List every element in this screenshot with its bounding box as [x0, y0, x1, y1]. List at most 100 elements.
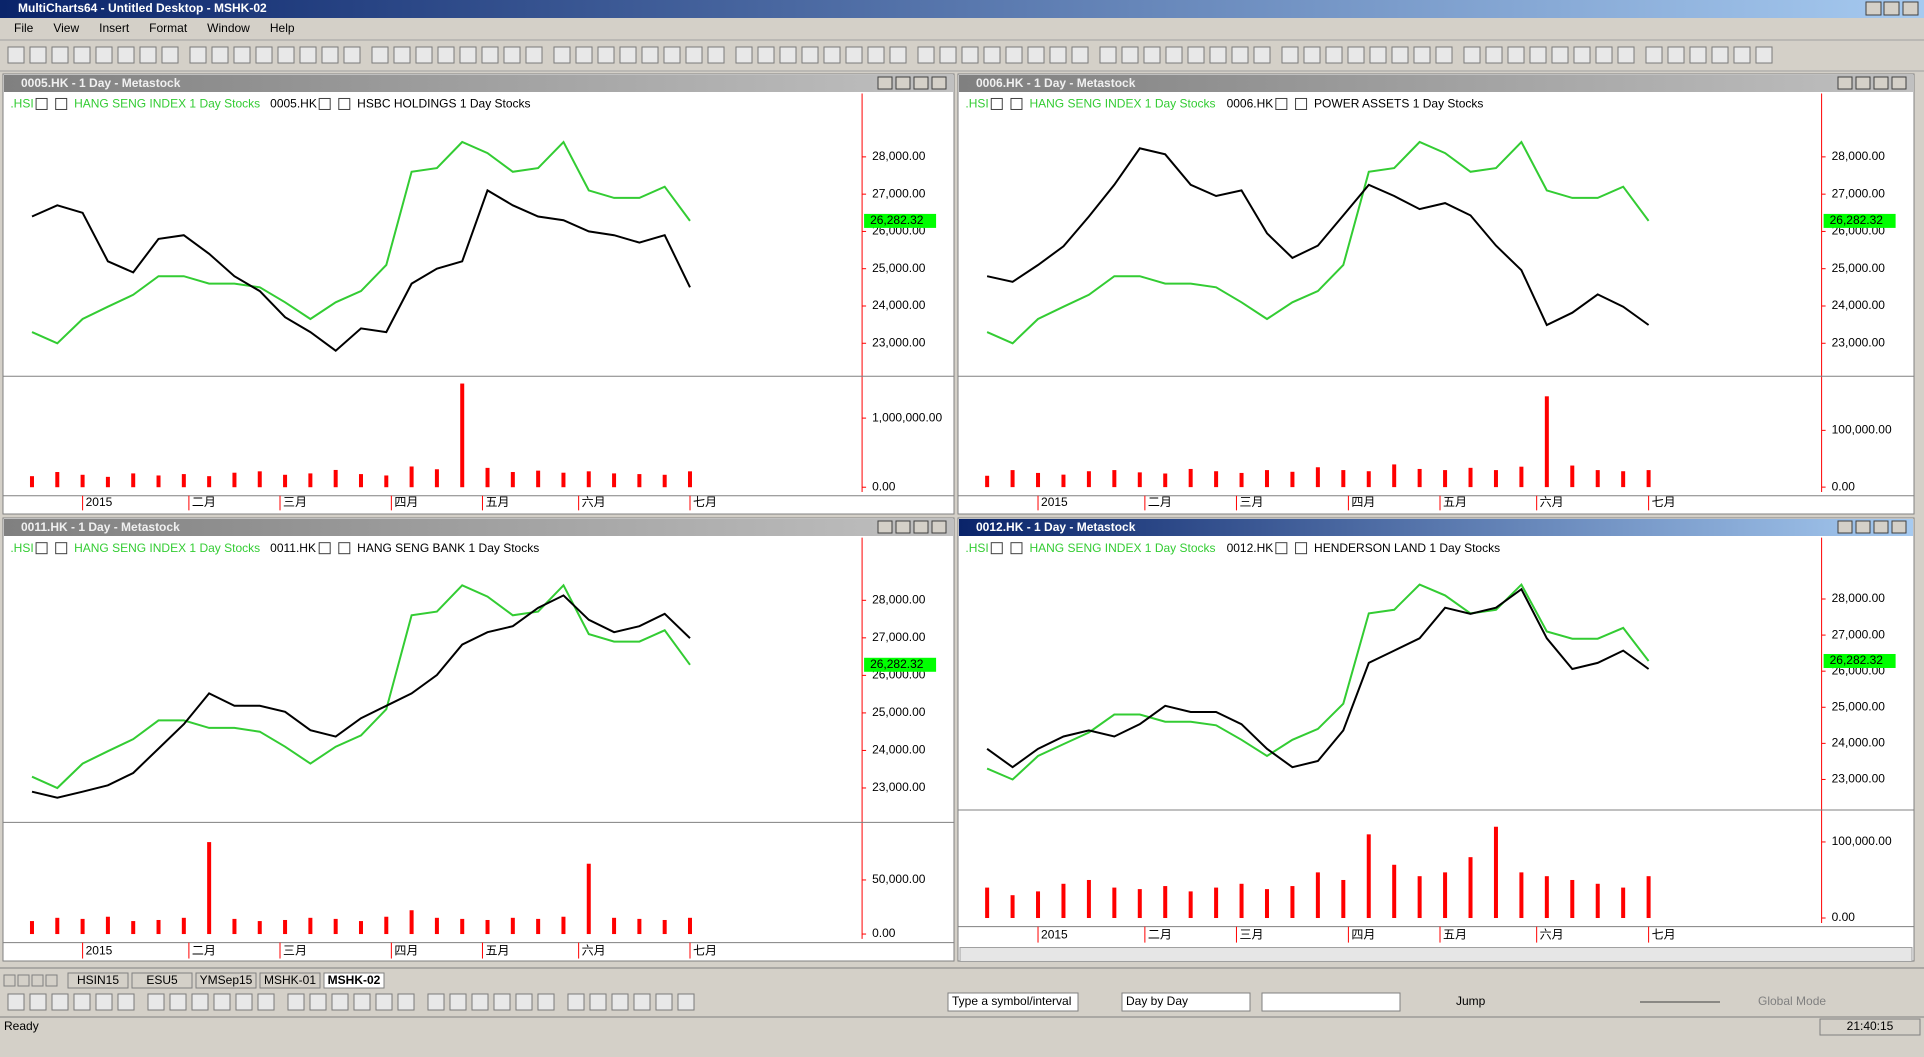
toolbar-button[interactable]	[147, 993, 165, 1011]
toolbar-button[interactable]	[1711, 46, 1729, 64]
toolbar-button[interactable]	[757, 46, 775, 64]
toolbar-button[interactable]	[427, 993, 445, 1011]
tab-label[interactable]: YMSep15	[200, 973, 253, 987]
toolbar-button[interactable]	[73, 46, 91, 64]
window-button[interactable]	[931, 76, 947, 90]
toolbar-button[interactable]	[1049, 46, 1067, 64]
toolbar-button[interactable]	[619, 46, 637, 64]
close-button[interactable]	[1902, 1, 1919, 16]
toolbar-button[interactable]	[1529, 46, 1547, 64]
tab-scroll[interactable]	[45, 974, 58, 987]
toolbar-button[interactable]	[1281, 46, 1299, 64]
toolbar-button[interactable]	[1027, 46, 1045, 64]
toolbar-button[interactable]	[437, 46, 455, 64]
tab-label[interactable]: HSIN15	[77, 973, 119, 987]
window-button[interactable]	[1891, 76, 1907, 90]
menu-item[interactable]: File	[14, 21, 34, 35]
toolbar-button[interactable]	[211, 46, 229, 64]
toolbar-button[interactable]	[139, 46, 157, 64]
toolbar-button[interactable]	[677, 993, 695, 1011]
legend-dropdown[interactable]	[1275, 542, 1288, 555]
toolbar-button[interactable]	[287, 993, 305, 1011]
global-mode[interactable]: Global Mode	[1758, 994, 1826, 1008]
toolbar-button[interactable]	[685, 46, 703, 64]
toolbar-button[interactable]	[1463, 46, 1481, 64]
toolbar-button[interactable]	[321, 46, 339, 64]
toolbar-button[interactable]	[553, 46, 571, 64]
toolbar-button[interactable]	[7, 993, 25, 1011]
legend-dropdown[interactable]	[318, 542, 331, 555]
toolbar-button[interactable]	[663, 46, 681, 64]
toolbar-button[interactable]	[1303, 46, 1321, 64]
toolbar-button[interactable]	[95, 46, 113, 64]
toolbar-button[interactable]	[575, 46, 593, 64]
toolbar-button[interactable]	[1005, 46, 1023, 64]
tab[interactable]	[259, 972, 321, 989]
tab[interactable]	[195, 972, 257, 989]
tab[interactable]	[323, 972, 385, 989]
toolbar-button[interactable]	[1325, 46, 1343, 64]
toolbar-button[interactable]	[331, 993, 349, 1011]
legend-dropdown[interactable]	[338, 97, 351, 110]
date-box[interactable]	[1261, 992, 1401, 1012]
toolbar-button[interactable]	[471, 993, 489, 1011]
toolbar-button[interactable]	[537, 993, 555, 1011]
tab-label[interactable]: MSHK-01	[264, 973, 316, 987]
tab-label[interactable]: ESU5	[146, 973, 178, 987]
toolbar-button[interactable]	[1595, 46, 1613, 64]
toolbar-button[interactable]	[1209, 46, 1227, 64]
window-button[interactable]	[931, 520, 947, 534]
toolbar-button[interactable]	[823, 46, 841, 64]
toolbar-button[interactable]	[493, 993, 511, 1011]
window-button[interactable]	[1837, 76, 1853, 90]
window-button[interactable]	[877, 520, 893, 534]
legend-dropdown[interactable]	[990, 97, 1003, 110]
toolbar-button[interactable]	[515, 993, 533, 1011]
toolbar-button[interactable]	[459, 46, 477, 64]
tab-label[interactable]: MSHK-02	[328, 973, 381, 987]
toolbar-button[interactable]	[277, 46, 295, 64]
legend-dropdown[interactable]	[990, 542, 1003, 555]
toolbar-button[interactable]	[845, 46, 863, 64]
window-button[interactable]	[895, 520, 911, 534]
jump-button[interactable]: Jump	[1456, 994, 1486, 1008]
menu-item[interactable]: Format	[149, 21, 188, 35]
toolbar-button[interactable]	[867, 46, 885, 64]
tab-scroll[interactable]	[17, 974, 30, 987]
toolbar-button[interactable]	[1573, 46, 1591, 64]
toolbar-button[interactable]	[255, 46, 273, 64]
menu-item[interactable]: View	[53, 21, 79, 35]
symbol-box[interactable]	[947, 992, 1079, 1012]
toolbar-button[interactable]	[1071, 46, 1089, 64]
toolbar-button[interactable]	[371, 46, 389, 64]
menu-item[interactable]: Window	[207, 21, 250, 35]
toolbar-button[interactable]	[191, 993, 209, 1011]
toolbar-button[interactable]	[917, 46, 935, 64]
toolbar-button[interactable]	[481, 46, 499, 64]
legend-dropdown[interactable]	[1295, 542, 1308, 555]
legend-dropdown[interactable]	[35, 542, 48, 555]
window-button[interactable]	[1855, 520, 1871, 534]
toolbar-button[interactable]	[1187, 46, 1205, 64]
toolbar-button[interactable]	[611, 993, 629, 1011]
toolbar-button[interactable]	[257, 993, 275, 1011]
toolbar-button[interactable]	[397, 993, 415, 1011]
toolbar-button[interactable]	[983, 46, 1001, 64]
toolbar-button[interactable]	[343, 46, 361, 64]
toolbar-button[interactable]	[393, 46, 411, 64]
toolbar-button[interactable]	[655, 993, 673, 1011]
legend-dropdown[interactable]	[318, 97, 331, 110]
toolbar-button[interactable]	[51, 46, 69, 64]
toolbar-button[interactable]	[353, 993, 371, 1011]
toolbar-button[interactable]	[1435, 46, 1453, 64]
toolbar-button[interactable]	[73, 993, 91, 1011]
toolbar-button[interactable]	[1165, 46, 1183, 64]
toolbar-button[interactable]	[1667, 46, 1685, 64]
toolbar-button[interactable]	[1617, 46, 1635, 64]
toolbar-button[interactable]	[525, 46, 543, 64]
toolbar-button[interactable]	[1413, 46, 1431, 64]
toolbar-button[interactable]	[375, 993, 393, 1011]
toolbar-button[interactable]	[641, 46, 659, 64]
toolbar-button[interactable]	[1143, 46, 1161, 64]
toolbar-button[interactable]	[1391, 46, 1409, 64]
